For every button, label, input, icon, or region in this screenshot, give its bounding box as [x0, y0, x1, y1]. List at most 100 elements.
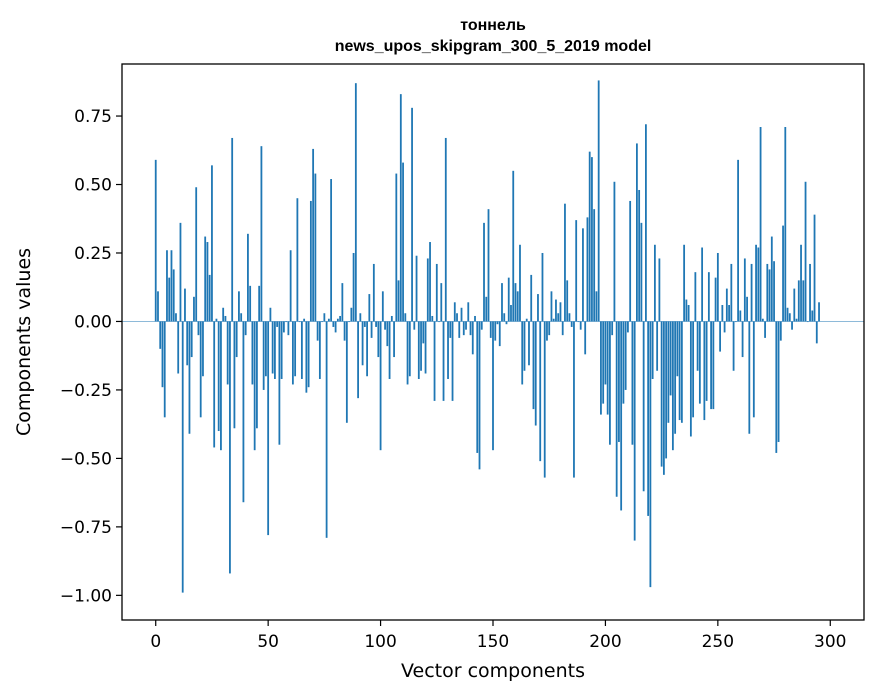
bar	[759, 127, 762, 322]
bar	[172, 269, 175, 322]
bar	[242, 321, 245, 503]
bar	[757, 247, 760, 322]
x-tick-label: 0	[150, 632, 161, 652]
bar	[269, 307, 272, 322]
bar	[813, 214, 816, 322]
y-tick-label: 0.50	[74, 176, 112, 196]
bar	[348, 321, 350, 323]
bar	[501, 283, 503, 322]
bar	[633, 321, 636, 541]
bar	[422, 321, 425, 344]
bar	[282, 321, 285, 333]
bar	[381, 291, 384, 322]
bar	[253, 321, 256, 451]
bar	[593, 209, 596, 322]
bar	[368, 294, 371, 322]
bar	[507, 277, 510, 322]
bar	[505, 321, 508, 325]
bar	[559, 302, 562, 322]
bar	[449, 321, 452, 338]
bar	[181, 321, 184, 593]
bar	[766, 263, 769, 322]
bar	[157, 291, 159, 322]
bar	[469, 321, 472, 336]
bar	[375, 321, 377, 327]
bar	[379, 321, 382, 451]
bar	[442, 321, 445, 401]
bar	[725, 288, 728, 322]
plot-frame	[121, 63, 865, 621]
bar	[363, 321, 366, 327]
bar	[768, 269, 771, 322]
bar	[811, 310, 814, 322]
bar	[384, 321, 386, 330]
bar	[462, 321, 465, 336]
bar	[262, 321, 265, 390]
bar	[555, 299, 557, 322]
bar	[238, 291, 240, 322]
bar	[487, 209, 490, 322]
bar	[541, 252, 544, 322]
bar	[325, 321, 328, 538]
bar	[696, 321, 699, 371]
bar	[316, 321, 319, 341]
bar	[588, 151, 591, 322]
bar	[478, 321, 481, 470]
bar	[532, 321, 535, 410]
bar	[649, 321, 652, 588]
bar	[339, 315, 341, 322]
bar	[665, 321, 668, 459]
bar	[606, 321, 609, 415]
bar	[707, 272, 710, 322]
bar	[777, 321, 780, 442]
bar	[743, 258, 746, 322]
bar	[345, 321, 348, 423]
bar	[226, 321, 229, 385]
bar	[206, 242, 209, 322]
bar	[485, 296, 488, 322]
bar	[537, 294, 539, 322]
bar	[341, 283, 344, 322]
x-tick-label: 100	[364, 632, 396, 652]
bar	[343, 321, 346, 341]
bar	[804, 181, 807, 322]
bar	[456, 313, 458, 322]
bar	[737, 159, 739, 322]
bar	[582, 228, 584, 322]
bar	[161, 321, 164, 388]
bar	[289, 250, 292, 322]
bar	[764, 321, 766, 338]
bar	[748, 321, 751, 434]
bar	[793, 288, 796, 322]
bar	[483, 222, 485, 322]
bar	[591, 157, 593, 322]
bar	[732, 321, 735, 371]
bar	[440, 283, 443, 322]
bar	[746, 296, 748, 322]
bar	[433, 321, 436, 401]
bar	[415, 255, 418, 322]
bar	[447, 321, 449, 379]
bar	[204, 236, 207, 322]
bar	[460, 307, 463, 322]
bar	[222, 307, 225, 322]
bar	[523, 321, 526, 371]
bar	[656, 321, 659, 371]
bar	[779, 321, 782, 341]
bar	[265, 321, 267, 377]
y-tick-label: −0.50	[60, 449, 112, 469]
bar	[622, 321, 625, 404]
bar	[489, 321, 492, 338]
y-tick-label: −0.25	[60, 381, 112, 401]
bar	[163, 321, 166, 418]
bar	[168, 277, 171, 322]
bar	[233, 321, 236, 429]
bar	[674, 321, 677, 434]
bar	[602, 321, 605, 404]
bar	[231, 137, 234, 322]
bar	[332, 321, 335, 327]
bar	[651, 321, 654, 379]
bar	[595, 291, 598, 322]
bar	[566, 280, 569, 322]
bar	[642, 321, 645, 492]
